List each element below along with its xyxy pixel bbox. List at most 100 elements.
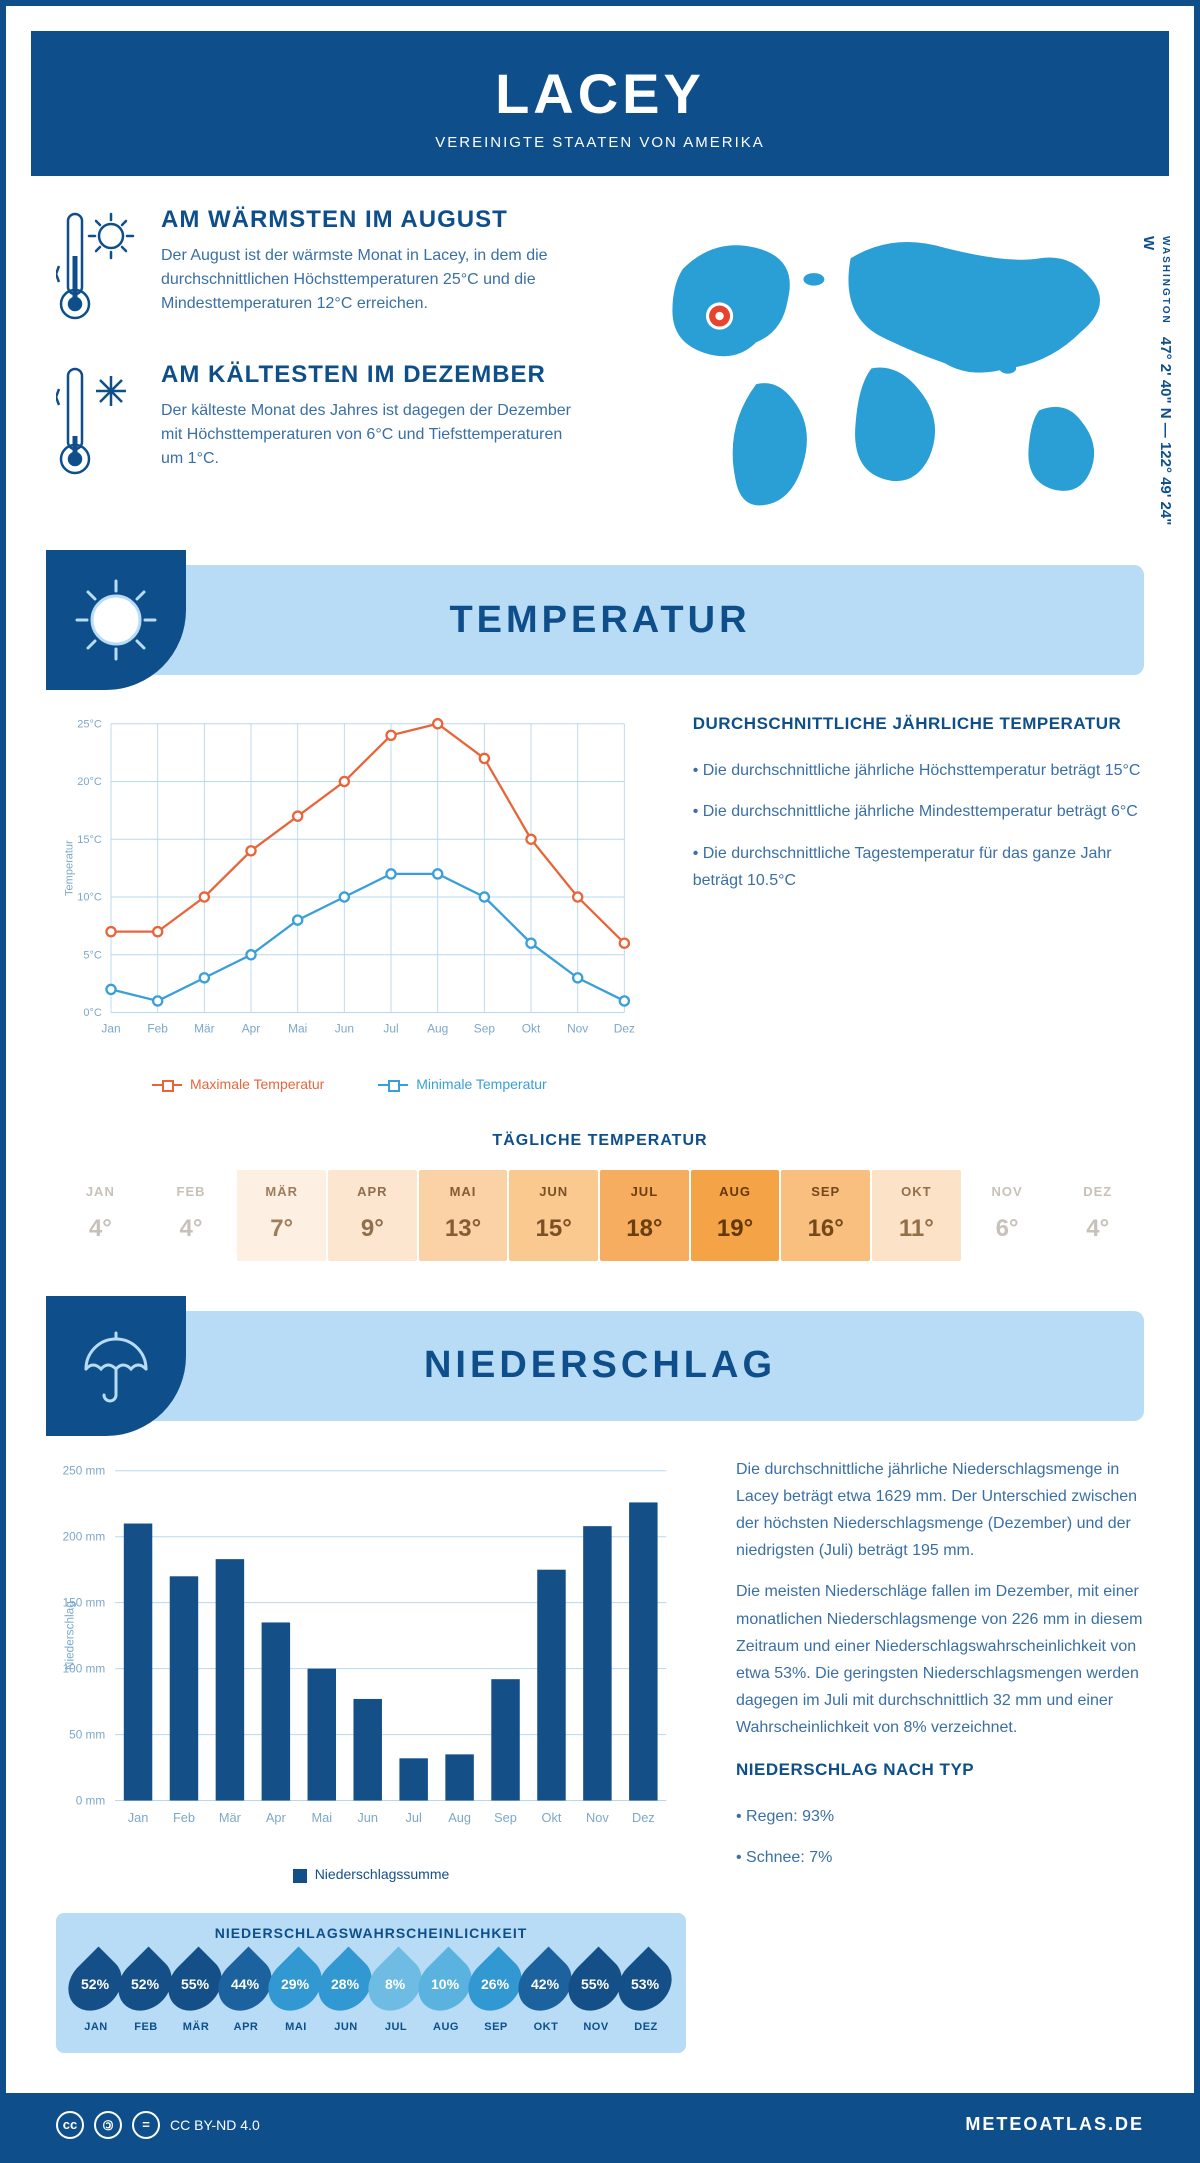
daily-temp-cell: JAN4° [56,1170,145,1261]
svg-text:Jun: Jun [335,1022,354,1036]
daily-temp-cell: AUG19° [691,1170,780,1261]
svg-text:250 mm: 250 mm [63,1463,106,1477]
umbrella-badge-icon [46,1296,186,1436]
sun-badge-icon [46,550,186,690]
rain-probability-drop: 29%MAI [271,1955,321,2033]
daily-temp-cell: NOV6° [963,1170,1052,1261]
header: LACEY VEREINIGTE STAATEN VON AMERIKA [31,31,1169,176]
country-subtitle: VEREINIGTE STAATEN VON AMERIKA [51,134,1149,151]
nd-icon: = [132,2111,160,2139]
svg-text:Jul: Jul [383,1022,398,1036]
rain-probability-drop: 44%APR [221,1955,271,2033]
svg-text:Dez: Dez [632,1810,655,1825]
rain-probability-drop: 55%MÄR [171,1955,221,2033]
svg-text:Aug: Aug [448,1810,471,1825]
precipitation-title: NIEDERSCHLAG [424,1344,776,1387]
daily-temp-title: TÄGLICHE TEMPERATUR [56,1132,1144,1150]
daily-temp-cell: OKT11° [872,1170,961,1261]
svg-text:Apr: Apr [242,1022,261,1036]
rain-probability-drop: 8%JUL [371,1955,421,2033]
svg-text:15°C: 15°C [77,834,102,846]
svg-text:Aug: Aug [427,1022,448,1036]
rain-probability-drop: 42%OKT [521,1955,571,2033]
by-icon: 🄯 [94,2111,122,2139]
svg-text:Temperatur: Temperatur [64,840,76,896]
svg-text:Sep: Sep [494,1810,517,1825]
svg-text:5°C: 5°C [83,950,102,962]
svg-text:Jan: Jan [101,1022,120,1036]
precip-para-1: Die durchschnittliche jährliche Niedersc… [736,1456,1144,1565]
svg-text:Mär: Mär [219,1810,242,1825]
temp-chart-legend: Maximale Temperatur Minimale Temperatur [56,1076,643,1092]
warmest-fact: AM WÄRMSTEN IM AUGUST Der August ist der… [56,206,580,326]
svg-text:Mai: Mai [311,1810,332,1825]
svg-text:Feb: Feb [173,1810,195,1825]
svg-text:25°C: 25°C [77,719,102,731]
thermometer-snow-icon [56,361,136,481]
svg-text:Nov: Nov [567,1022,588,1036]
svg-text:Apr: Apr [266,1810,287,1825]
svg-text:Jan: Jan [128,1810,149,1825]
svg-text:Nov: Nov [586,1810,609,1825]
coldest-heading: AM KÄLTESTEN IM DEZEMBER [161,361,580,389]
daily-temp-cell: APR9° [328,1170,417,1261]
svg-text:0 mm: 0 mm [76,1793,106,1807]
temperature-section-header: TEMPERATUR [56,565,1144,675]
daily-temp-cell: SEP16° [781,1170,870,1261]
svg-text:Mär: Mär [194,1022,215,1036]
daily-temp-cell: JUN15° [509,1170,598,1261]
svg-text:50 mm: 50 mm [69,1727,105,1741]
daily-temp-cell: FEB4° [147,1170,236,1261]
svg-text:Jun: Jun [357,1810,378,1825]
precip-chart-legend: Niederschlagssumme [56,1866,686,1882]
svg-text:Dez: Dez [614,1022,635,1036]
daily-temp-row: JAN4°FEB4°MÄR7°APR9°MAI13°JUN15°JUL18°AU… [56,1170,1144,1261]
precip-type-heading: NIEDERSCHLAG NACH TYP [736,1756,1144,1785]
coldest-fact: AM KÄLTESTEN IM DEZEMBER Der kälteste Mo… [56,361,580,481]
daily-temp-cell: JUL18° [600,1170,689,1261]
svg-text:10°C: 10°C [77,892,102,904]
city-title: LACEY [51,61,1149,126]
prob-title: NIEDERSCHLAGSWAHRSCHEINLICHKEIT [71,1925,671,1941]
page: LACEY VEREINIGTE STAATEN VON AMERIKA [0,0,1200,2163]
svg-text:200 mm: 200 mm [63,1529,106,1543]
warmest-body: Der August ist der wärmste Monat in Lace… [161,244,580,316]
legend-max-label: Maximale Temperatur [190,1076,324,1092]
svg-text:0°C: 0°C [83,1008,102,1020]
site-name: METEOATLAS.DE [965,2114,1144,2135]
daily-temp-cell: DEZ4° [1053,1170,1142,1261]
svg-text:20°C: 20°C [77,777,102,789]
svg-text:Feb: Feb [147,1022,168,1036]
temp-text-heading: DURCHSCHNITTLICHE JÄHRLICHE TEMPERATUR [693,710,1144,739]
svg-text:Jul: Jul [405,1810,421,1825]
precip-type-2: • Schnee: 7% [736,1844,1144,1871]
temp-bullet-2: • Die durchschnittliche jährliche Mindes… [693,798,1144,825]
precip-legend-label: Niederschlagssumme [315,1866,450,1882]
precipitation-section-header: NIEDERSCHLAG [56,1311,1144,1421]
rain-probability-drop: 28%JUN [321,1955,371,2033]
rain-probability-drop: 52%FEB [121,1955,171,2033]
temp-bullet-3: • Die durchschnittliche Tagestemperatur … [693,840,1144,894]
temperature-title: TEMPERATUR [449,599,750,642]
rain-probability-drop: 10%AUG [421,1955,471,2033]
cc-text: CC BY-ND 4.0 [170,2117,260,2133]
legend-min-label: Minimale Temperatur [416,1076,546,1092]
svg-text:Okt: Okt [542,1810,562,1825]
cc-license: cc 🄯 = CC BY-ND 4.0 [56,2111,260,2139]
daily-temp-cell: MÄR7° [237,1170,326,1261]
rain-probability-drop: 26%SEP [471,1955,521,2033]
warmest-heading: AM WÄRMSTEN IM AUGUST [161,206,580,234]
precip-type-1: • Regen: 93% [736,1803,1144,1830]
precip-para-2: Die meisten Niederschläge fallen im Deze… [736,1578,1144,1741]
daily-temp-cell: MAI13° [419,1170,508,1261]
thermometer-sun-icon [56,206,136,326]
footer: cc 🄯 = CC BY-ND 4.0 METEOATLAS.DE [6,2093,1194,2157]
precipitation-bar-chart: 0 mm50 mm100 mm150 mm200 mm250 mmNieders… [56,1456,686,1850]
precipitation-probability-box: NIEDERSCHLAGSWAHRSCHEINLICHKEIT 52%JAN52… [56,1913,686,2053]
rain-probability-drop: 53%DEZ [621,1955,671,2033]
cc-icon: cc [56,2111,84,2139]
svg-text:Okt: Okt [522,1022,541,1036]
intro-row: AM WÄRMSTEN IM AUGUST Der August ist der… [56,206,1144,525]
region-label: WASHINGTON [1160,236,1171,325]
svg-text:Mai: Mai [288,1022,307,1036]
